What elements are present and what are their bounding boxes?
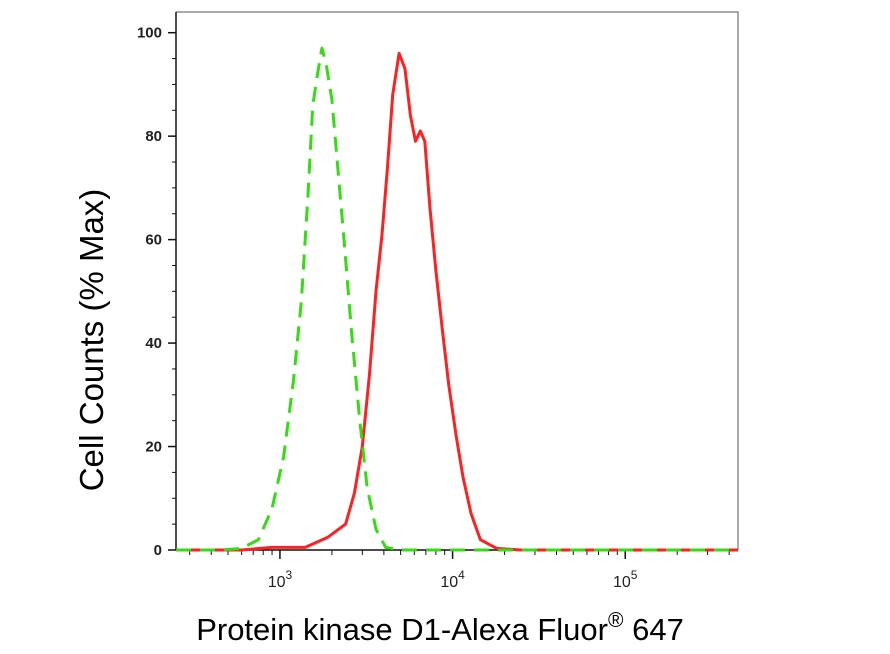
y-axis-label: Cell Counts (% Max) xyxy=(73,189,110,492)
x-tick-label-base: 10 xyxy=(440,574,458,591)
x-tick-label-base: 10 xyxy=(268,574,286,591)
x-tick-label-base: 10 xyxy=(613,574,631,591)
x-tick-label-exponent: 4 xyxy=(458,568,465,582)
x-tick-label: 103 xyxy=(268,568,293,591)
x-tick-label-exponent: 5 xyxy=(631,568,638,582)
y-tick-label: 60 xyxy=(145,232,162,249)
x-axis-label-registered: ® xyxy=(608,609,624,632)
x-axis-label-main: Protein kinase D1-Alexa Fluor xyxy=(196,612,608,647)
y-tick-label: 40 xyxy=(145,335,162,352)
plot-frame xyxy=(176,11,739,550)
x-tick-label-exponent: 3 xyxy=(285,568,292,582)
y-tick-label: 0 xyxy=(154,542,162,559)
x-axis-label-suffix: 647 xyxy=(623,612,683,647)
x-axis-label: Protein kinase D1-Alexa Fluor® 647 xyxy=(196,609,684,647)
series-line-1 xyxy=(176,51,738,552)
y-tick-label: 80 xyxy=(145,128,162,145)
x-tick-label: 104 xyxy=(440,568,465,591)
y-tick-label: 20 xyxy=(145,439,162,456)
y-tick-label: 100 xyxy=(137,25,162,42)
x-tick-label: 105 xyxy=(613,568,638,591)
series-line-2 xyxy=(176,46,738,552)
